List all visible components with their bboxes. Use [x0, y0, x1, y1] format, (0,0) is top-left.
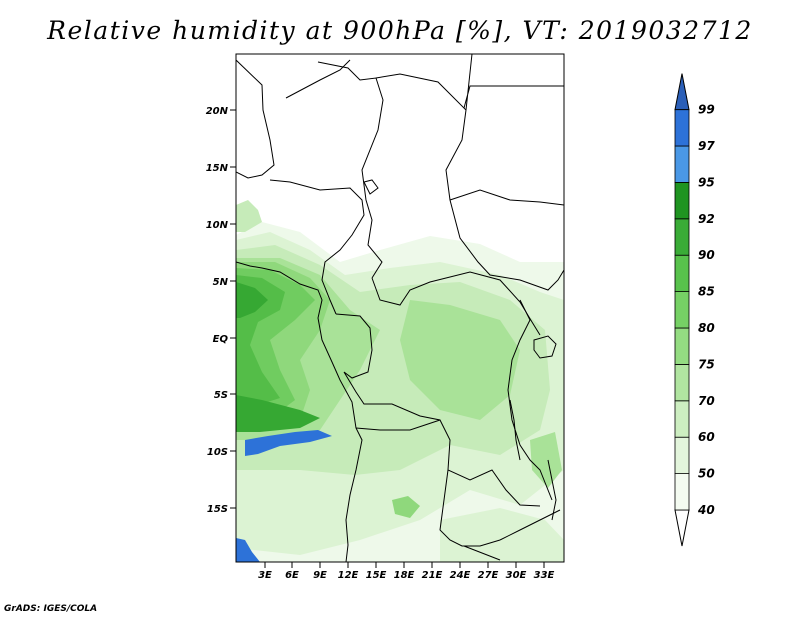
- lon-tick-label: 3E: [258, 570, 272, 581]
- rh-field-70b: [400, 300, 520, 420]
- chart-title: Relative humidity at 900hPa [%], VT: 201…: [47, 16, 753, 45]
- rh-field-high: [245, 430, 332, 456]
- border-zambia: [463, 509, 561, 561]
- colorbar-segment-70: [674, 363, 690, 402]
- lon-tick-label: 9E: [313, 570, 327, 581]
- rh-field-90: [236, 282, 268, 318]
- lake-tanganyika: [509, 399, 521, 461]
- coastline: [236, 261, 363, 562]
- border-north: [285, 59, 564, 291]
- colorbar-segment-92: [674, 181, 690, 220]
- lon-tick-label: 18E: [394, 570, 415, 581]
- border-angola: [355, 419, 501, 547]
- boundaries: [236, 54, 564, 562]
- lon-tick-label: 24E: [450, 570, 471, 581]
- colorbar-segment-90: [674, 218, 690, 256]
- colorbar-segment-85: [674, 254, 690, 292]
- colorbar-segment-97: [674, 109, 690, 147]
- lon-tick-label: 27E: [478, 570, 499, 581]
- lake-chad: [363, 179, 379, 195]
- border-chad-niger: [317, 61, 384, 279]
- border-sudan: [449, 54, 564, 206]
- humidity-field: [236, 200, 564, 562]
- colorbar-segment-95: [674, 145, 690, 183]
- grads-credit: GrADS: IGES/COLA: [4, 604, 98, 614]
- colorbar-label: 75: [698, 357, 715, 371]
- colorbar: 40 50 60 70 75 80 85 90 92 95 97 99: [674, 73, 715, 547]
- lat-tick-label: 20N: [206, 106, 229, 117]
- longitude-axis: 3E 6E 9E 12E 15E 18E 21E 24E 27E 30E 33E: [258, 562, 555, 581]
- colorbar-label: 95: [698, 175, 715, 189]
- border-congo: [335, 313, 541, 507]
- colorbar-segment-60: [674, 400, 690, 438]
- map-frame: [235, 53, 565, 563]
- rh-field-north: [236, 200, 262, 232]
- lat-tick-label: EQ: [213, 334, 229, 345]
- lake-malawi: [547, 459, 557, 521]
- colorbar-segment-40: [674, 473, 690, 511]
- colorbar-label: 90: [698, 248, 715, 262]
- border-cameroon: [269, 179, 365, 315]
- colorbar-segment-50: [674, 436, 690, 475]
- lon-tick-label: 15E: [366, 570, 387, 581]
- lat-tick-label: 15S: [207, 504, 228, 515]
- rh-field-high-b: [236, 538, 260, 562]
- lat-tick-label: 10N: [206, 220, 229, 231]
- colorbar-label: 50: [698, 467, 715, 481]
- latitude-axis: 20N 15N 10N 5N EQ 5S 10S 15S: [206, 106, 236, 515]
- lat-tick-label: 5S: [214, 390, 228, 401]
- lat-tick-label: 15N: [206, 163, 229, 174]
- lon-tick-label: 12E: [338, 570, 359, 581]
- colorbar-label: 97: [698, 139, 715, 153]
- lon-tick-label: 33E: [534, 570, 555, 581]
- lon-tick-label: 30E: [506, 570, 527, 581]
- lat-tick-label: 5N: [213, 277, 229, 288]
- lake-victoria: [533, 335, 557, 359]
- rh-field-90b: [236, 395, 320, 432]
- rh-field-east-patch: [530, 432, 562, 488]
- border-drc-east: [507, 299, 553, 501]
- colorbar-label: 85: [698, 285, 715, 299]
- lon-tick-label: 6E: [285, 570, 299, 581]
- lon-tick-label: 21E: [422, 570, 443, 581]
- colorbar-label: 99: [698, 103, 715, 117]
- colorbar-segment-75: [674, 327, 690, 365]
- border-west-africa: [236, 59, 275, 179]
- lat-tick-label: 10S: [207, 447, 228, 458]
- rh-field-south-patch: [392, 496, 420, 518]
- colorbar-label: 60: [698, 430, 715, 444]
- colorbar-upper-arrow: [674, 73, 690, 111]
- colorbar-label: 92: [698, 212, 715, 226]
- colorbar-segment-80: [674, 291, 690, 329]
- colorbar-lower-arrow: [674, 509, 690, 547]
- colorbar-label: 80: [698, 321, 715, 335]
- colorbar-label: 70: [698, 394, 715, 408]
- colorbar-label: 40: [697, 503, 715, 517]
